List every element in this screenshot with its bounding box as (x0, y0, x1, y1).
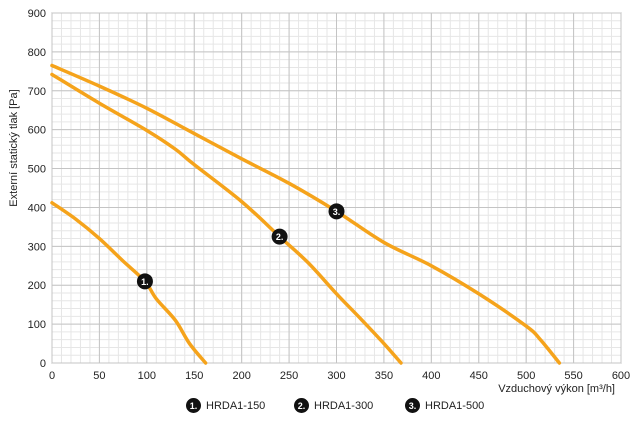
legend-badge-1: 1. (186, 398, 201, 413)
y-tick-label: 400 (28, 202, 46, 214)
x-tick-label: 600 (612, 370, 630, 382)
series-marker-2 (271, 228, 288, 245)
x-tick-label: 350 (375, 370, 393, 382)
series-marker-3 (328, 203, 345, 220)
series-line-2 (50, 72, 403, 365)
legend-label-1: HRDA1-150 (206, 399, 266, 412)
y-tick-label: 600 (28, 125, 46, 137)
x-tick-label: 450 (470, 370, 488, 382)
x-axis-title: Vzduchový výkon [m³/h] (498, 383, 615, 395)
legend-badge-3: 3. (405, 398, 420, 413)
y-tick-label: 700 (28, 86, 46, 98)
y-tick-label: 300 (28, 241, 46, 253)
y-tick-label: 800 (28, 47, 46, 59)
x-axis-ticks: 0 50 100 150 200 250 300 350 400 450 500 550 600 (49, 370, 630, 382)
y-axis-title: Externí statický tlak [Pa] (8, 89, 20, 206)
x-tick-label: 50 (93, 370, 105, 382)
y-tick-label: 0 (40, 358, 46, 370)
legend-label-3: HRDA1-500 (425, 399, 485, 412)
y-tick-label: 200 (28, 280, 46, 292)
series-marker-1 (136, 273, 153, 290)
major-grid (51, 12, 622, 364)
x-tick-label: 100 (138, 370, 156, 382)
series-marker-label-2: 2. (276, 232, 284, 242)
y-axis-ticks: 0 100 200 300 400 500 600 700 800 900 (28, 8, 46, 370)
series-marker-label-3: 3. (333, 207, 341, 217)
y-tick-label: 900 (28, 8, 46, 20)
y-tick-label: 100 (28, 319, 46, 331)
x-tick-label: 500 (517, 370, 535, 382)
legend-badge-2: 2. (294, 398, 309, 413)
x-tick-label: 150 (185, 370, 203, 382)
x-tick-label: 550 (564, 370, 582, 382)
legend-item-1: 1. HRDA1-150 (186, 398, 265, 413)
legend-item-2: 2. HRDA1-300 (294, 398, 373, 413)
legend-item-3: 3. HRDA1-500 (405, 398, 484, 413)
x-tick-label: 0 (49, 370, 55, 382)
x-tick-label: 200 (232, 370, 250, 382)
legend-label-2: HRDA1-300 (314, 399, 374, 412)
x-tick-label: 250 (280, 370, 298, 382)
y-tick-label: 500 (28, 164, 46, 176)
series-marker-label-1: 1. (141, 277, 149, 287)
legend: 1. HRDA1-150 2. HRDA1-300 3. HRDA1-500 (0, 398, 640, 420)
line-chart: 0 50 100 150 200 250 300 350 400 450 500 550 600 0 10… (8, 8, 630, 395)
x-tick-label: 300 (327, 370, 345, 382)
marker-layer: 1. 2. 3. (136, 203, 345, 290)
x-tick-label: 400 (422, 370, 440, 382)
